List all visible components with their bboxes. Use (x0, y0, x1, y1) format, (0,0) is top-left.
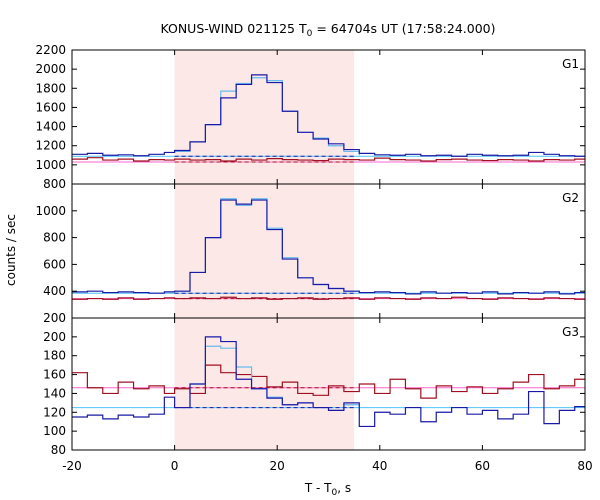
x-axis-label: T - T0, s (304, 481, 351, 498)
chart-title-sub: 0 (307, 29, 313, 39)
interval-highlight (174, 50, 355, 184)
x-axis-label-sub: 0 (332, 488, 338, 498)
x-tick-label: 80 (577, 459, 592, 473)
y-tick-label: 400 (43, 284, 66, 298)
y-tick-label: 200 (43, 311, 66, 325)
y-tick-label: 160 (43, 368, 66, 382)
x-tick-label: 20 (270, 459, 285, 473)
y-tick-label: 1200 (35, 139, 66, 153)
y-tick-label: 800 (43, 231, 66, 245)
series-soft-counts (72, 157, 585, 162)
chart-title-main: KONUS-WIND 021125 T (160, 21, 306, 36)
x-axis-label-rest: , s (337, 481, 351, 495)
panel-frame (71, 317, 586, 451)
panel-label: G1 (562, 57, 579, 71)
y-tick-label: 2200 (35, 43, 66, 57)
series-soft-counts (72, 296, 585, 300)
series-main-counts (72, 336, 585, 428)
y-tick-label: 1000 (35, 204, 66, 218)
y-tick-label: 1000 (35, 158, 66, 172)
panel-g3: G3 80 100 120 140 160 180 200 (43, 317, 586, 457)
x-axis-label-main: T - T (304, 481, 332, 495)
y-tick-label: 180 (43, 349, 66, 363)
chart-title: KONUS-WIND 021125 T0 = 64704s UT (17:58:… (160, 21, 495, 39)
y-tick-label: 80 (51, 443, 66, 457)
panel-label: G2 (562, 191, 579, 205)
y-tick-label: 200 (43, 330, 66, 344)
panel-g1: G1 800 1000 1200 1400 1600 1800 2000 2200 (35, 43, 586, 191)
panel-g2: G2 200 400 600 800 1000 (35, 183, 586, 325)
y-tick-label: 140 (43, 386, 66, 400)
y-tick-label: 1400 (35, 120, 66, 134)
y-tick-label: 1800 (35, 81, 66, 95)
series-soft-counts (72, 364, 585, 399)
x-tick-label: -20 (62, 459, 82, 473)
y-tick-label: 120 (43, 405, 66, 419)
y-axis-label: counts / sec (4, 214, 18, 286)
x-tick-label: 60 (475, 459, 490, 473)
y-tick-label: 800 (43, 177, 66, 191)
interval-highlight (174, 184, 355, 318)
plot-layer: G18001000120014001600180020002200G220040… (35, 43, 592, 473)
series-main-counts (72, 74, 585, 157)
y-tick-label: 1600 (35, 100, 66, 114)
y-tick-label: 100 (43, 424, 66, 438)
x-tick-label: 40 (372, 459, 387, 473)
y-tick-label: 2000 (35, 62, 66, 76)
x-tick-label: 0 (171, 459, 179, 473)
panel-label: G3 (562, 325, 579, 339)
series-main-counts (72, 199, 585, 295)
y-tick-label: 600 (43, 257, 66, 271)
chart-title-rest: = 64704s UT (17:58:24.000) (312, 21, 495, 36)
